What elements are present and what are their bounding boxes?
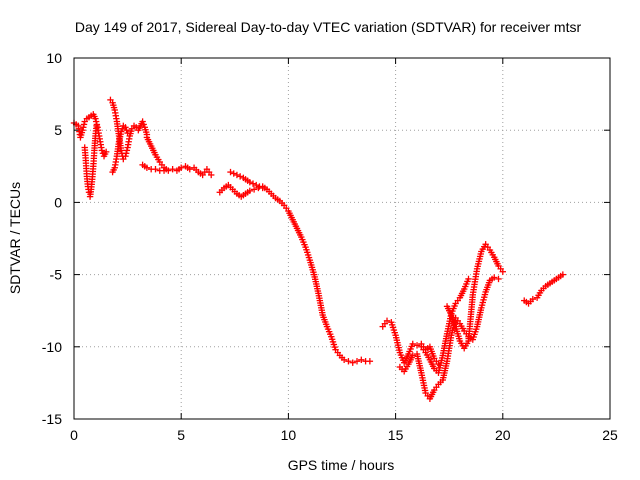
data-point xyxy=(124,129,131,137)
data-point xyxy=(122,124,129,131)
data-point xyxy=(122,150,130,157)
x-axis-title: GPS time / hours xyxy=(288,457,395,473)
y-axis-title: SDTVAR / TECUs xyxy=(7,182,23,294)
y-tick-label: -5 xyxy=(50,267,63,283)
data-point xyxy=(495,275,502,283)
x-tick-labels: 0 5 10 15 20 25 xyxy=(70,427,618,443)
data-point xyxy=(92,115,99,122)
data-point xyxy=(256,183,263,190)
data-point xyxy=(345,358,352,365)
data-point xyxy=(366,358,374,365)
x-tick-label: 15 xyxy=(388,427,404,443)
y-tick-label: 0 xyxy=(54,194,62,210)
data-point xyxy=(93,122,100,130)
data-point xyxy=(499,268,506,275)
data-point xyxy=(123,127,130,134)
data-point xyxy=(169,165,176,173)
data-point xyxy=(559,271,567,278)
y-tick-label: -15 xyxy=(42,411,62,427)
data-point xyxy=(236,173,244,180)
data-point xyxy=(409,340,416,348)
data-point xyxy=(123,147,131,154)
data-point xyxy=(409,352,416,359)
y-tick-label: 10 xyxy=(46,50,62,66)
data-point xyxy=(250,186,258,193)
data-point xyxy=(186,165,193,173)
y-tick-labels: 10 5 0 -5 -10 -15 xyxy=(42,50,62,427)
data-point xyxy=(117,128,125,135)
data-point xyxy=(233,171,241,179)
data-point xyxy=(340,356,348,363)
data-point xyxy=(208,171,215,179)
axis-ticks xyxy=(73,57,611,420)
data-point xyxy=(353,358,361,365)
data-point xyxy=(152,165,159,173)
chart-title: Day 149 of 2017, Sidereal Day-to-day VTE… xyxy=(75,19,582,35)
data-point xyxy=(139,118,146,125)
x-tick-label: 20 xyxy=(495,427,511,443)
data-point xyxy=(413,342,421,349)
data-point xyxy=(160,167,168,174)
data-point xyxy=(249,180,257,187)
data-point xyxy=(117,147,125,154)
data-point xyxy=(349,359,356,366)
data-point xyxy=(529,295,537,303)
y-tick-label: -10 xyxy=(42,339,62,355)
data-point xyxy=(253,181,260,189)
data-point xyxy=(383,317,391,325)
data-point xyxy=(80,124,87,131)
data-point xyxy=(435,360,442,368)
data-point xyxy=(230,170,237,177)
data-point xyxy=(140,121,147,128)
data-point xyxy=(80,121,88,128)
data-point xyxy=(143,164,151,171)
x-tick-label: 5 xyxy=(177,427,185,443)
x-tick-label: 10 xyxy=(281,427,297,443)
data-point xyxy=(102,148,110,156)
y-tick-label: 5 xyxy=(54,122,62,138)
data-point xyxy=(178,164,185,171)
data-point xyxy=(259,184,266,192)
data-marks xyxy=(70,96,567,402)
data-point xyxy=(98,147,106,154)
data-point xyxy=(491,274,498,281)
data-point xyxy=(227,168,234,176)
data-point xyxy=(465,275,472,283)
x-tick-label: 25 xyxy=(602,427,618,443)
data-point xyxy=(246,178,254,186)
grid xyxy=(74,58,610,419)
data-point xyxy=(358,356,365,363)
data-point xyxy=(119,125,126,132)
data-point xyxy=(246,187,254,195)
plot-frame xyxy=(73,57,611,420)
data-point xyxy=(122,152,129,160)
data-point xyxy=(79,127,86,134)
x-tick-label: 0 xyxy=(70,427,78,443)
